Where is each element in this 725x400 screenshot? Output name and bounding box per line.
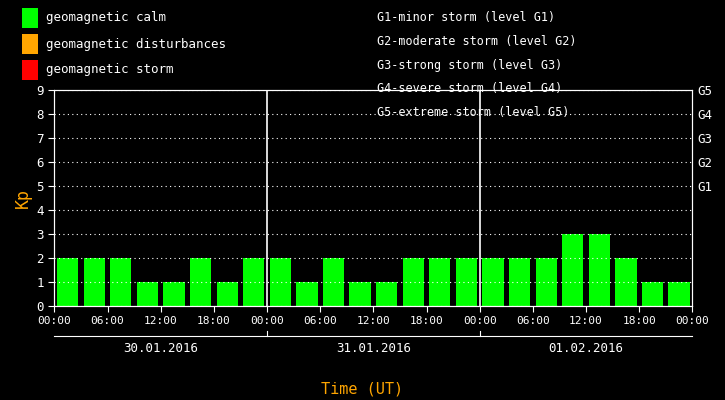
Text: G3-strong storm (level G3): G3-strong storm (level G3) xyxy=(377,59,563,72)
Bar xyxy=(323,258,344,306)
Bar xyxy=(562,234,584,306)
Bar xyxy=(349,282,370,306)
Text: 30.01.2016: 30.01.2016 xyxy=(123,342,198,355)
Bar xyxy=(110,258,131,306)
Bar xyxy=(190,258,211,306)
Text: geomagnetic calm: geomagnetic calm xyxy=(46,12,167,24)
Bar xyxy=(536,258,557,306)
Bar xyxy=(668,282,689,306)
Text: geomagnetic storm: geomagnetic storm xyxy=(46,64,174,76)
Y-axis label: Kp: Kp xyxy=(14,188,33,208)
Bar xyxy=(642,282,663,306)
Text: geomagnetic disturbances: geomagnetic disturbances xyxy=(46,38,226,50)
Bar xyxy=(616,258,637,306)
Text: G1-minor storm (level G1): G1-minor storm (level G1) xyxy=(377,12,555,24)
Text: G5-extreme storm (level G5): G5-extreme storm (level G5) xyxy=(377,106,569,119)
Bar xyxy=(456,258,477,306)
Bar xyxy=(297,282,318,306)
Text: G4-severe storm (level G4): G4-severe storm (level G4) xyxy=(377,82,563,95)
Bar xyxy=(429,258,450,306)
Text: 01.02.2016: 01.02.2016 xyxy=(549,342,624,355)
Bar xyxy=(270,258,291,306)
Bar xyxy=(217,282,238,306)
Bar xyxy=(695,258,716,306)
Bar xyxy=(57,258,78,306)
Text: G2-moderate storm (level G2): G2-moderate storm (level G2) xyxy=(377,35,576,48)
Text: 31.01.2016: 31.01.2016 xyxy=(336,342,411,355)
Bar xyxy=(482,258,504,306)
Bar xyxy=(509,258,530,306)
Bar xyxy=(137,282,158,306)
Bar xyxy=(163,282,185,306)
Bar xyxy=(83,258,105,306)
Bar xyxy=(376,282,397,306)
Bar xyxy=(589,234,610,306)
Bar xyxy=(243,258,265,306)
Bar xyxy=(402,258,424,306)
Text: Time (UT): Time (UT) xyxy=(321,381,404,396)
